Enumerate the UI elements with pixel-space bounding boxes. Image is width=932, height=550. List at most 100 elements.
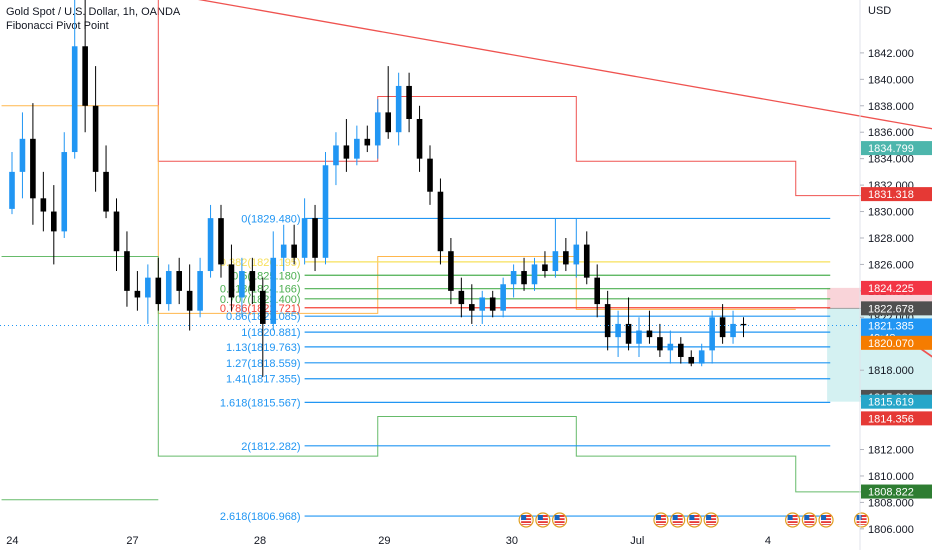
candle-body bbox=[531, 264, 538, 285]
price-tick-label: 1808.000 bbox=[868, 497, 914, 509]
candle-body bbox=[625, 323, 632, 344]
time-tick-label: 27 bbox=[126, 535, 138, 547]
price-tick-label: 1828.000 bbox=[868, 233, 914, 245]
price-tick-label: 1838.000 bbox=[868, 101, 914, 113]
candle-body bbox=[657, 337, 663, 351]
candle-body bbox=[740, 323, 747, 326]
candle-body bbox=[312, 218, 318, 258]
price-tag-label: 1824.225 bbox=[868, 283, 914, 295]
price-tag-box bbox=[861, 394, 932, 409]
price-tag-box bbox=[861, 187, 932, 202]
candle-body bbox=[239, 271, 245, 298]
us-flag-event-icon[interactable] bbox=[801, 512, 817, 528]
us-flag-event-icon[interactable] bbox=[703, 512, 719, 528]
candle-body bbox=[489, 297, 496, 311]
us-flag-event-icon[interactable] bbox=[551, 512, 568, 528]
price-tag-box bbox=[861, 411, 932, 426]
price-tick-label: 1834.000 bbox=[868, 154, 914, 166]
us-flag-event-icon[interactable] bbox=[670, 512, 686, 528]
candle-body bbox=[469, 304, 475, 311]
candle-body bbox=[176, 271, 182, 291]
candle-body bbox=[145, 277, 151, 298]
fib-level-label: 0.5(1825.180) bbox=[232, 270, 301, 282]
us-flag-event-icon[interactable] bbox=[853, 512, 870, 528]
candle-body bbox=[667, 343, 674, 351]
price-tag-box bbox=[861, 335, 932, 350]
fib-level-label: 1.41(1817.355) bbox=[226, 374, 301, 386]
pivot-lines bbox=[1, 0, 869, 501]
price-tag-box bbox=[861, 301, 932, 316]
candle-body bbox=[615, 323, 621, 338]
candle-body bbox=[354, 138, 360, 159]
price-axis-unit: USD bbox=[868, 5, 891, 17]
candle-body bbox=[103, 171, 109, 212]
us-flag-event-icon[interactable] bbox=[785, 512, 801, 528]
price-tag-box bbox=[861, 484, 932, 499]
price-tick-label: 1842.000 bbox=[868, 48, 914, 60]
price-axis[interactable]: USD 1842.000 1840.000 1838.000 1836.000 1834.… bbox=[859, 0, 914, 550]
candle-body bbox=[30, 138, 36, 199]
us-flag-event-icon[interactable] bbox=[535, 512, 551, 528]
time-tick-label: 24 bbox=[6, 535, 18, 547]
symbol-title[interactable]: Gold Spot / U.S. Dollar, 1h, OANDA bbox=[6, 6, 181, 18]
candle-body bbox=[479, 297, 486, 311]
price-tick-label: 1806.000 bbox=[868, 524, 914, 536]
candle-body bbox=[374, 112, 381, 146]
candle-body bbox=[678, 343, 684, 357]
us-flag-event-icon[interactable] bbox=[518, 512, 534, 528]
candle-body bbox=[448, 251, 454, 291]
candle-body bbox=[385, 112, 391, 133]
chart-header: Gold Spot / U.S. Dollar, 1h, OANDA Fibon… bbox=[6, 5, 180, 33]
time-axis[interactable]: 24 27 28 29 30 Jul 4 bbox=[6, 535, 771, 547]
fibonacci-retracement[interactable]: 0(1829.480)0.382(1826.195)0.5(1825.180)0… bbox=[220, 213, 831, 523]
candle-body bbox=[165, 271, 172, 305]
price-tag-label: 1821.385 bbox=[868, 320, 914, 332]
price-tag-label: 1820.070 bbox=[868, 338, 914, 350]
candle-body bbox=[19, 138, 26, 172]
time-tick-label: 4 bbox=[765, 535, 771, 547]
us-flag-event-icon[interactable] bbox=[686, 512, 702, 528]
candle-body bbox=[583, 244, 590, 278]
candle-body bbox=[636, 330, 642, 344]
candle-body bbox=[458, 290, 465, 305]
candle-body bbox=[301, 218, 308, 258]
descending-trend-line[interactable] bbox=[179, 0, 932, 212]
price-tag-label: 1815.619 bbox=[868, 397, 914, 409]
fib-level-label: 0(1829.480) bbox=[241, 213, 300, 225]
price-tag-box bbox=[861, 141, 932, 156]
candle-body bbox=[40, 198, 47, 212]
us-flag-event-icon[interactable] bbox=[818, 512, 834, 528]
candle-body bbox=[427, 158, 433, 192]
candle-body bbox=[270, 257, 277, 324]
candle-body bbox=[186, 290, 193, 311]
time-tick-label: Jul bbox=[630, 535, 644, 547]
candle-body bbox=[260, 290, 266, 324]
candle-body bbox=[61, 152, 68, 232]
price-tick-label: 1826.000 bbox=[868, 259, 914, 271]
pivot-line-s bbox=[1, 255, 869, 493]
price-tag-label: 1808.822 bbox=[868, 487, 914, 499]
candle-body bbox=[71, 46, 78, 153]
candle-body bbox=[552, 251, 559, 272]
candle-body bbox=[82, 46, 88, 106]
candle-body bbox=[500, 284, 506, 311]
candle-body bbox=[249, 271, 256, 291]
candle-body bbox=[291, 244, 297, 258]
time-tick-label: 29 bbox=[378, 535, 390, 547]
price-tick-label: 1812.000 bbox=[868, 445, 914, 457]
trend-line[interactable] bbox=[179, 0, 932, 212]
us-flag-event-icon[interactable] bbox=[653, 512, 669, 528]
candle-body bbox=[124, 251, 130, 291]
economic-events[interactable] bbox=[518, 512, 870, 528]
candle-body bbox=[322, 165, 329, 258]
candle-body bbox=[719, 317, 726, 338]
indicator-label[interactable]: Fibonacci Pivot Point bbox=[6, 20, 109, 32]
candle-body bbox=[207, 218, 214, 272]
candle-body bbox=[395, 85, 402, 133]
fib-level-label: 2(1812.282) bbox=[241, 441, 300, 453]
time-tick-label: 28 bbox=[254, 535, 266, 547]
price-tag-box bbox=[861, 280, 932, 295]
price-tags: 1834.799 1831.318 1824.225 1822.678 1821.385… bbox=[861, 141, 932, 499]
fib-level-label: 1.618(1815.567) bbox=[220, 397, 301, 409]
